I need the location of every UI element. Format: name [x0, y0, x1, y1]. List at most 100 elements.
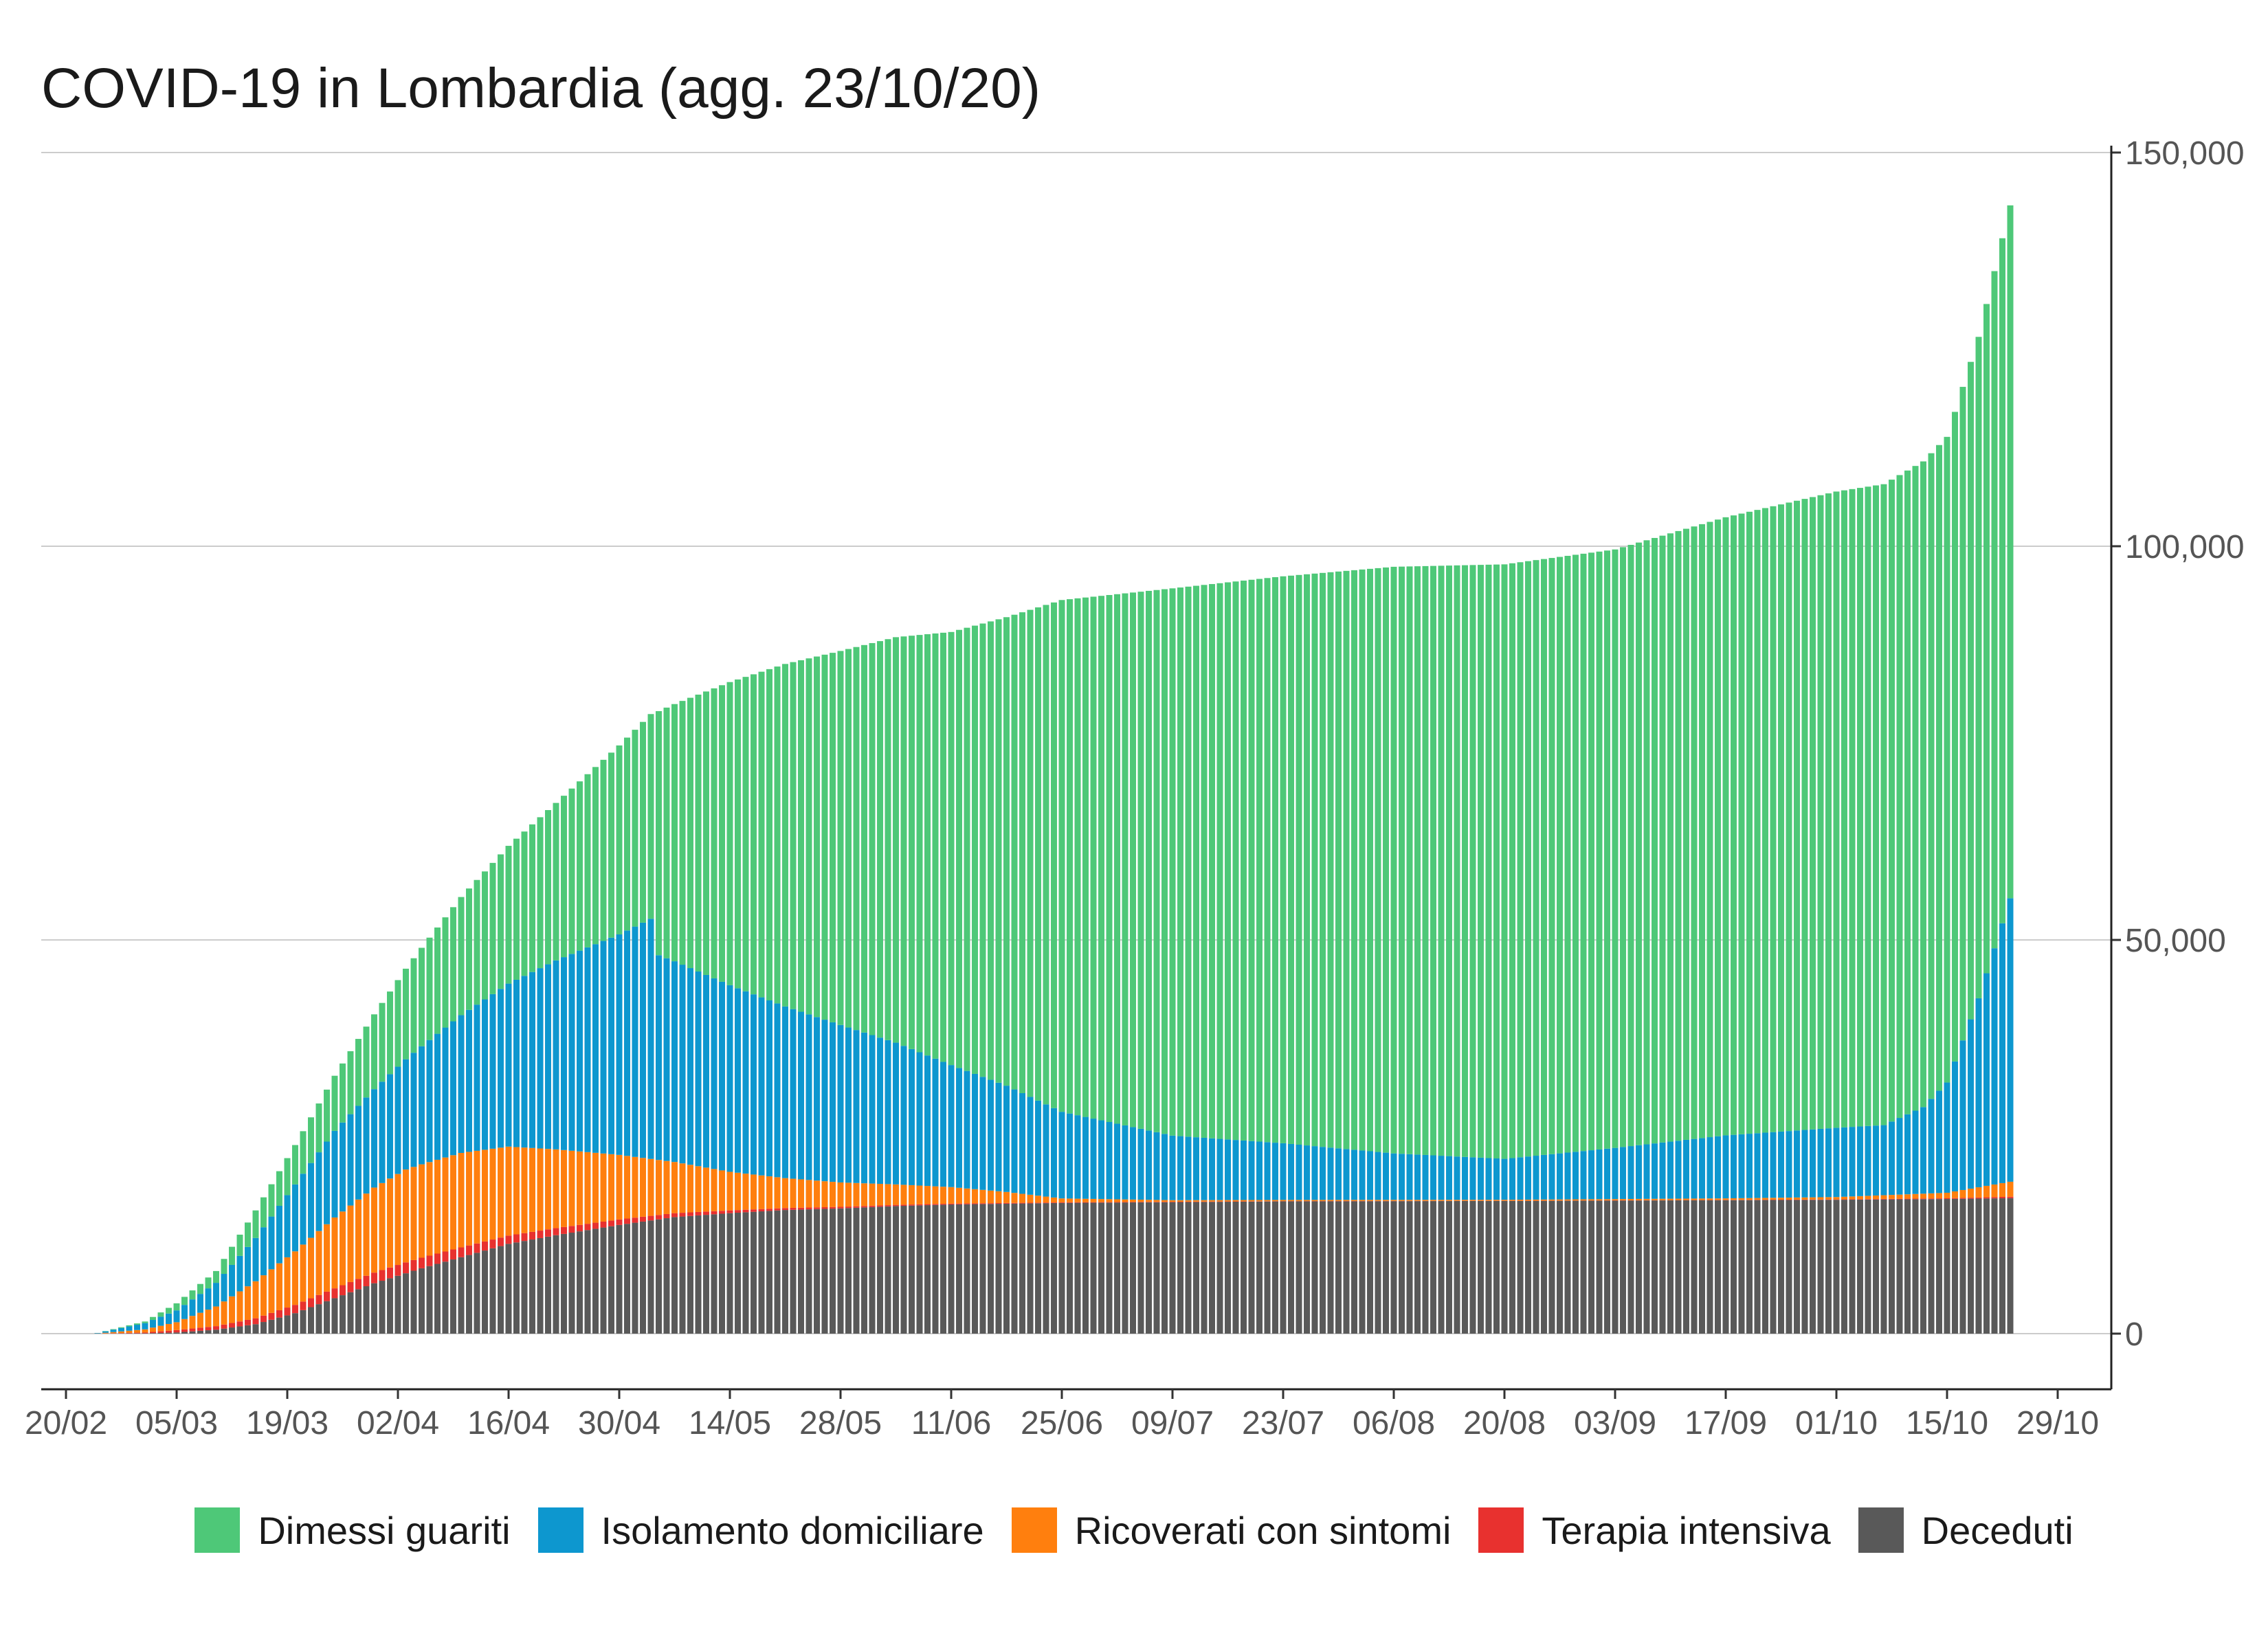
- bar-ricoverati-con-sintomi: [1051, 1197, 1057, 1203]
- bar-ricoverati-con-sintomi: [1746, 1198, 1753, 1200]
- bar-ricoverati-con-sintomi: [197, 1312, 203, 1328]
- bar-dimessi-guariti: [1533, 560, 1539, 1156]
- bar-isolamento-domiciliare: [1975, 998, 1982, 1187]
- bar-ricoverati-con-sintomi: [292, 1251, 298, 1305]
- bar-terapia-intensiva: [371, 1272, 377, 1283]
- bar-deceduti: [1351, 1201, 1357, 1334]
- bar-deceduti: [995, 1204, 1002, 1334]
- bar-isolamento-domiciliare: [1161, 1134, 1168, 1200]
- bar-deceduti: [1548, 1200, 1555, 1334]
- bar-dimessi-guariti: [1248, 579, 1255, 1141]
- bar-isolamento-domiciliare: [1652, 1143, 1658, 1199]
- bar-isolamento-domiciliare: [869, 1035, 876, 1184]
- bar-terapia-intensiva: [205, 1327, 212, 1331]
- bar-isolamento-domiciliare: [1383, 1152, 1389, 1200]
- bar-isolamento-domiciliare: [276, 1206, 282, 1264]
- bar-deceduti: [410, 1270, 417, 1334]
- bar-isolamento-domiciliare: [1786, 1131, 1792, 1198]
- bar-ricoverati-con-sintomi: [1588, 1199, 1594, 1201]
- bar-ricoverati-con-sintomi: [774, 1177, 781, 1209]
- bar-ricoverati-con-sintomi: [387, 1178, 393, 1268]
- bar-isolamento-domiciliare: [979, 1077, 986, 1190]
- bar-deceduti: [1146, 1202, 1152, 1334]
- bar-terapia-intensiva: [1912, 1198, 1919, 1200]
- bar-isolamento-domiciliare: [1043, 1104, 1049, 1197]
- bar-dimessi-guariti: [324, 1089, 330, 1142]
- bar-dimessi-guariti: [1825, 493, 1832, 1129]
- bar-dimessi-guariti: [979, 623, 986, 1077]
- bar-isolamento-domiciliare: [1462, 1156, 1468, 1200]
- bar-deceduti: [1699, 1200, 1705, 1334]
- bar-dimessi-guariti: [340, 1063, 346, 1123]
- bar-isolamento-domiciliare: [1169, 1135, 1176, 1200]
- bar-ricoverati-con-sintomi: [1952, 1191, 1958, 1198]
- bar-dimessi-guariti: [1177, 587, 1183, 1136]
- bar-dimessi-guariti: [869, 642, 876, 1035]
- bar-deceduti: [1968, 1198, 1974, 1334]
- bar-terapia-intensiva: [1090, 1202, 1097, 1203]
- bar-dimessi-guariti: [292, 1145, 298, 1185]
- bar-isolamento-domiciliare: [616, 934, 623, 1155]
- bar-dimessi-guariti: [1564, 555, 1571, 1153]
- bar-isolamento-domiciliare: [1406, 1154, 1413, 1200]
- bar-dimessi-guariti: [284, 1158, 291, 1196]
- bar-isolamento-domiciliare: [545, 964, 551, 1149]
- bar-isolamento-domiciliare: [1699, 1138, 1705, 1199]
- bar-dimessi-guariti: [909, 636, 915, 1049]
- bar-terapia-intensiva: [324, 1291, 330, 1301]
- bar-ricoverati-con-sintomi: [1896, 1194, 1903, 1199]
- bar-isolamento-domiciliare: [1122, 1125, 1129, 1200]
- bar-isolamento-domiciliare: [1106, 1122, 1113, 1200]
- bar-deceduti: [1043, 1203, 1049, 1334]
- bar-terapia-intensiva: [1873, 1199, 1879, 1200]
- bar-isolamento-domiciliare: [1612, 1147, 1619, 1200]
- bar-dimessi-guariti: [1794, 500, 1800, 1131]
- bar-isolamento-domiciliare: [940, 1062, 946, 1187]
- bar-ricoverati-con-sintomi: [1509, 1200, 1515, 1201]
- bar-dimessi-guariti: [315, 1103, 322, 1153]
- bar-dimessi-guariti: [1517, 562, 1524, 1158]
- bar-terapia-intensiva: [663, 1213, 670, 1219]
- bar-deceduti: [616, 1224, 623, 1334]
- legend-swatch-terapia-intensiva: [1478, 1507, 1524, 1553]
- bar-terapia-intensiva: [513, 1234, 520, 1243]
- bar-deceduti: [1359, 1201, 1366, 1334]
- bar-deceduti: [1074, 1202, 1081, 1334]
- bar-deceduti: [347, 1292, 354, 1334]
- bar-dimessi-guariti: [134, 1323, 140, 1325]
- bar-deceduti: [726, 1213, 733, 1334]
- bar-ricoverati-con-sintomi: [1920, 1193, 1926, 1199]
- bar-isolamento-domiciliare: [1390, 1153, 1397, 1200]
- bar-dimessi-guariti: [1256, 579, 1263, 1142]
- bar-dimessi-guariti: [1485, 564, 1492, 1158]
- bar-dimessi-guariti: [466, 888, 472, 1010]
- bar-deceduti: [521, 1241, 528, 1334]
- bar-dimessi-guariti: [1746, 511, 1753, 1134]
- bar-isolamento-domiciliare: [1983, 973, 1990, 1186]
- bar-dimessi-guariti: [735, 679, 741, 989]
- bar-ricoverati-con-sintomi: [1343, 1200, 1350, 1201]
- bar-dimessi-guariti: [1833, 491, 1840, 1128]
- bar-ricoverati-con-sintomi: [1248, 1200, 1255, 1202]
- bar-terapia-intensiva: [1889, 1198, 1895, 1200]
- bar-isolamento-domiciliare: [1849, 1127, 1856, 1197]
- bar-dimessi-guariti: [489, 862, 496, 994]
- bar-dimessi-guariti: [1035, 607, 1041, 1101]
- bar-terapia-intensiva: [403, 1262, 409, 1274]
- bar-ricoverati-con-sintomi: [1367, 1200, 1373, 1201]
- bar-terapia-intensiva: [466, 1245, 472, 1255]
- bar-terapia-intensiva: [695, 1211, 702, 1215]
- x-tick-label: 20/02: [25, 1405, 107, 1442]
- bar-terapia-intensiva: [1975, 1197, 1982, 1199]
- bar-deceduti: [932, 1204, 939, 1334]
- bar-terapia-intensiva: [426, 1255, 433, 1266]
- bar-deceduti: [1185, 1202, 1192, 1334]
- bar-isolamento-domiciliare: [505, 983, 512, 1147]
- bar-ricoverati-con-sintomi: [805, 1180, 812, 1208]
- bar-ricoverati-con-sintomi: [245, 1286, 251, 1320]
- bar-deceduti: [1572, 1200, 1579, 1334]
- bar-terapia-intensiva: [1944, 1198, 1950, 1200]
- bar-ricoverati-con-sintomi: [1469, 1200, 1476, 1201]
- bar-terapia-intensiva: [821, 1207, 828, 1209]
- bar-ricoverati-con-sintomi: [363, 1193, 370, 1276]
